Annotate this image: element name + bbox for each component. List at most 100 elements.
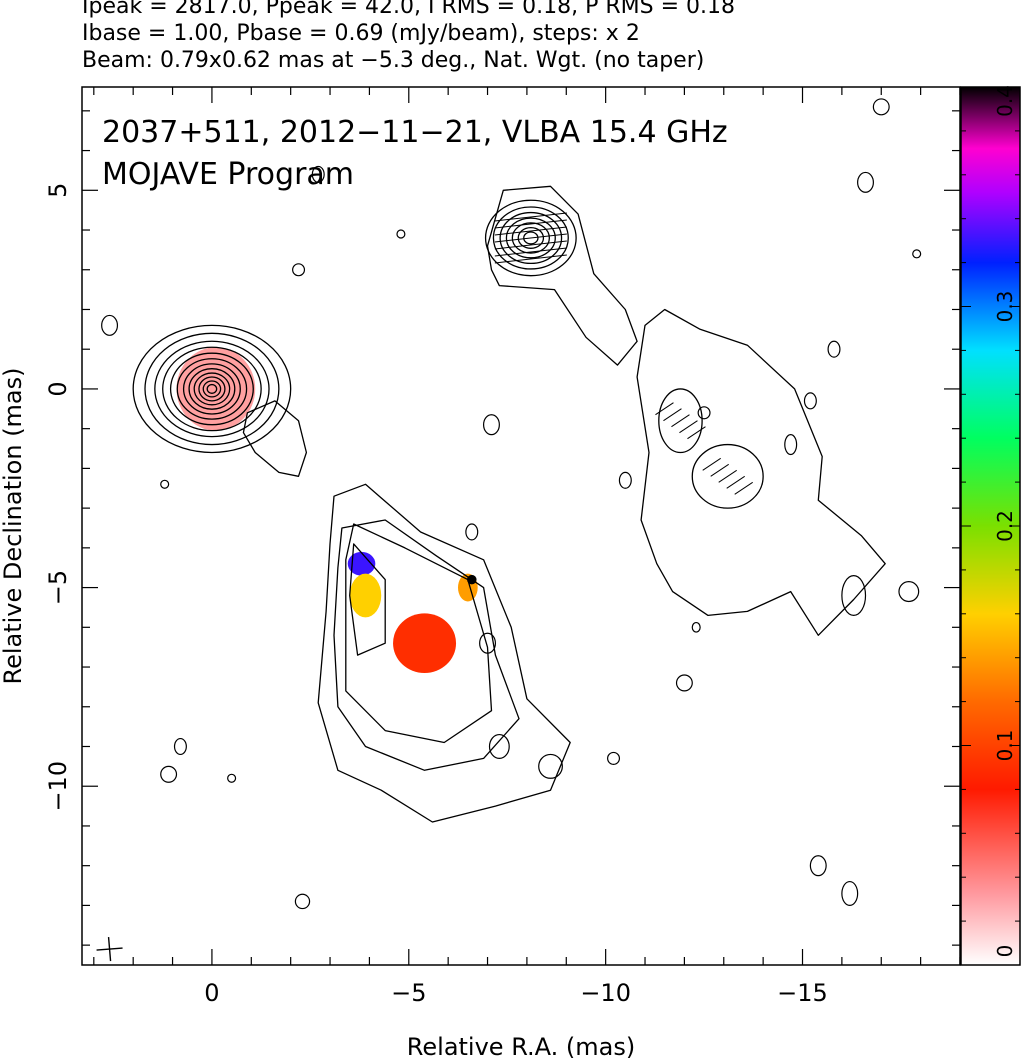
core-contour [182, 363, 241, 415]
noise-contour [618, 471, 632, 489]
extended-emission-contour [349, 543, 386, 656]
evpa-tick [663, 408, 682, 422]
noise-contour [841, 880, 859, 907]
colorbar-tick-label: 0.4 [993, 85, 1017, 117]
noise-contour [465, 523, 479, 541]
noise-contour [691, 621, 701, 633]
noise-contour [538, 753, 563, 779]
extended-emission-contour [242, 400, 308, 477]
evpa-tick [494, 240, 567, 250]
knot-contour [499, 211, 563, 265]
knot-contour [511, 222, 550, 254]
evpa-tick [494, 212, 567, 222]
extended-emission-contour [486, 185, 638, 366]
noise-contour [101, 314, 119, 336]
colorbar-tick-label: 0.2 [993, 510, 1017, 542]
noise-contour [697, 406, 711, 420]
extended-emission-contour [345, 523, 493, 744]
noise-contour [294, 893, 311, 910]
core-contour [176, 358, 248, 420]
knot-contour [523, 231, 539, 245]
evpa-tick [710, 463, 729, 477]
core-contour [193, 372, 231, 406]
noise-contour [311, 165, 325, 183]
noise-contour [160, 765, 178, 783]
noise-contour [872, 98, 890, 116]
colorbar-tick-label: 0 [993, 945, 1017, 958]
core-contour [154, 340, 270, 438]
knot-contour [517, 226, 545, 249]
core-contour [202, 380, 222, 398]
beam-marker [107, 937, 112, 962]
noise-contour [898, 581, 920, 603]
noise-contour [160, 479, 170, 489]
noise-contour [488, 733, 510, 760]
plot-frame [81, 86, 961, 966]
y-tick-label: 5 [44, 183, 72, 198]
header-line-1: Ipeak = 2817.0, Ppeak = 42.0, I RMS = 0.… [82, 0, 735, 19]
y-tick-label: −5 [44, 570, 72, 605]
map-subtitle: MOJAVE Program [102, 157, 354, 192]
knot-contour [484, 199, 577, 277]
evpa-tick [671, 414, 690, 428]
noise-contour [227, 773, 237, 783]
header-line-2: Ibase = 1.00, Pbase = 0.69 (mJy/beam), s… [82, 21, 640, 46]
noise-contour [784, 434, 798, 456]
evpa-tick [734, 481, 753, 495]
colorbar-tick-label: 0.3 [993, 291, 1017, 323]
header-line-3: Beam: 0.79x0.62 mas at −5.3 deg., Nat. W… [82, 48, 705, 73]
evpa-tick [726, 475, 745, 489]
core-contour [188, 368, 236, 410]
y-axis-label: Relative Declination (mas) [0, 367, 27, 684]
noise-contour [396, 229, 406, 239]
hatched-patch-contour [658, 388, 703, 454]
knot-contour [505, 217, 556, 259]
extended-emission-contour [317, 483, 571, 823]
x-tick-label: −15 [777, 979, 828, 1007]
evpa-tick [494, 226, 567, 236]
noise-contour [803, 392, 817, 410]
evpa-tick [702, 457, 721, 471]
x-tick-label: 0 [204, 979, 219, 1007]
x-axis-label: Relative R.A. (mas) [407, 1033, 635, 1061]
x-tick-label: −10 [580, 979, 631, 1007]
core-contour [144, 332, 280, 446]
polarization-patch [349, 573, 382, 618]
noise-contour [857, 171, 874, 193]
evpa-tick [655, 402, 674, 416]
noise-contour [675, 674, 693, 692]
noise-contour [827, 340, 841, 358]
y-tick-label: −10 [44, 761, 72, 812]
x-tick-label: −5 [391, 979, 426, 1007]
noise-contour [479, 632, 497, 654]
extended-emission-contour [636, 308, 886, 636]
core-contour [198, 376, 226, 402]
noise-contour [841, 575, 867, 616]
polarization-patch [393, 613, 457, 673]
evpa-tick [687, 426, 706, 440]
core-contour [132, 324, 292, 454]
evpa-tick [494, 254, 567, 264]
noise-contour [292, 263, 306, 277]
core-contour [206, 383, 218, 394]
noise-contour [607, 751, 621, 765]
core-contour [169, 352, 254, 426]
evpa-tick [494, 233, 567, 243]
colorbar-tick-label: 0.1 [993, 730, 1017, 762]
extended-emission-contour [333, 519, 520, 771]
map-title: 2037+511, 2012−11−21, VLBA 15.4 GHz [102, 115, 728, 150]
noise-contour [482, 414, 500, 436]
y-tick-label: 0 [44, 381, 72, 396]
polarization-patch [347, 551, 376, 576]
core-contour [162, 346, 262, 432]
evpa-tick [494, 247, 567, 257]
evpa-tick [679, 420, 698, 434]
evpa-tick [494, 219, 567, 229]
noise-contour [809, 855, 827, 877]
knot-contour [492, 206, 569, 270]
evpa-tick [718, 469, 737, 483]
hatched-patch-contour [691, 443, 764, 509]
noise-contour [173, 737, 187, 756]
noise-contour [912, 249, 922, 259]
